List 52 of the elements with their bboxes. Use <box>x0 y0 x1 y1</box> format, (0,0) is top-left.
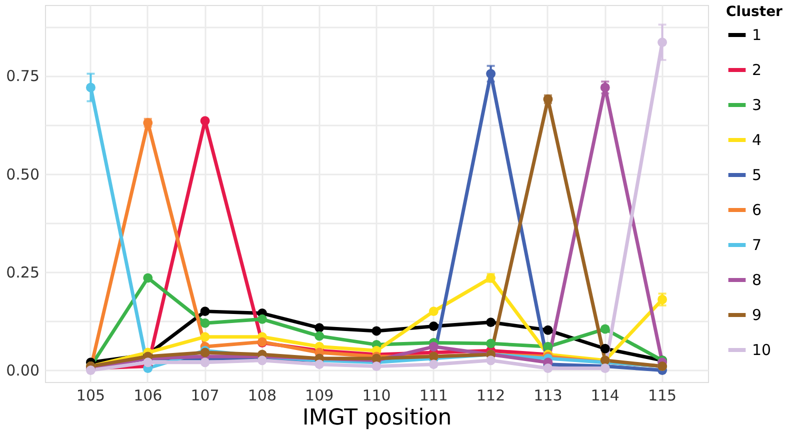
point <box>486 356 496 366</box>
legend-label: 9 <box>752 306 762 324</box>
legend-label: 8 <box>752 271 762 289</box>
point <box>543 325 553 335</box>
point <box>200 116 210 126</box>
point <box>372 326 382 336</box>
point <box>428 306 438 316</box>
x-tick-label: 114 <box>590 386 620 404</box>
x-tick-label: 112 <box>476 386 506 404</box>
y-tick-label: 0.00 <box>6 362 40 380</box>
point <box>486 318 496 328</box>
legend-label: 6 <box>752 201 762 219</box>
point <box>600 344 610 354</box>
point <box>200 306 210 316</box>
x-axis-title: IMGT position <box>302 406 452 430</box>
x-tick-label: 105 <box>76 386 106 404</box>
x-tick-label: 113 <box>534 386 562 404</box>
legend-label: 10 <box>752 341 772 359</box>
point <box>257 314 267 324</box>
legend-label: 2 <box>752 61 762 79</box>
y-tick-label: 0.75 <box>6 67 40 86</box>
point <box>143 273 153 283</box>
point <box>314 323 324 333</box>
point <box>543 342 553 352</box>
legend-label: 7 <box>752 236 762 254</box>
point <box>200 332 210 342</box>
point <box>200 318 210 328</box>
point <box>143 358 153 368</box>
legend-label: 3 <box>752 96 762 114</box>
x-tick-label: 106 <box>134 386 162 404</box>
x-tick-label: 107 <box>190 386 220 404</box>
point <box>543 364 553 373</box>
point <box>428 360 438 370</box>
y-tick-label: 0.25 <box>6 264 40 282</box>
legend-label: 4 <box>752 131 762 149</box>
legend-label: 5 <box>752 166 762 184</box>
x-tick-label: 115 <box>648 386 677 404</box>
y-tick-label: 0.50 <box>6 165 40 184</box>
point <box>428 342 438 352</box>
legend-title: Cluster <box>726 4 783 20</box>
x-tick-label: 111 <box>419 386 448 404</box>
x-tick-label: 109 <box>305 386 334 404</box>
x-tick-label: 110 <box>362 386 391 404</box>
point <box>314 331 324 341</box>
point <box>314 360 324 370</box>
point <box>372 362 382 372</box>
point <box>600 324 610 334</box>
x-tick-label: 108 <box>248 386 277 404</box>
point <box>428 322 438 331</box>
point <box>200 358 210 368</box>
legend-label: 1 <box>752 26 762 44</box>
point <box>486 338 496 348</box>
